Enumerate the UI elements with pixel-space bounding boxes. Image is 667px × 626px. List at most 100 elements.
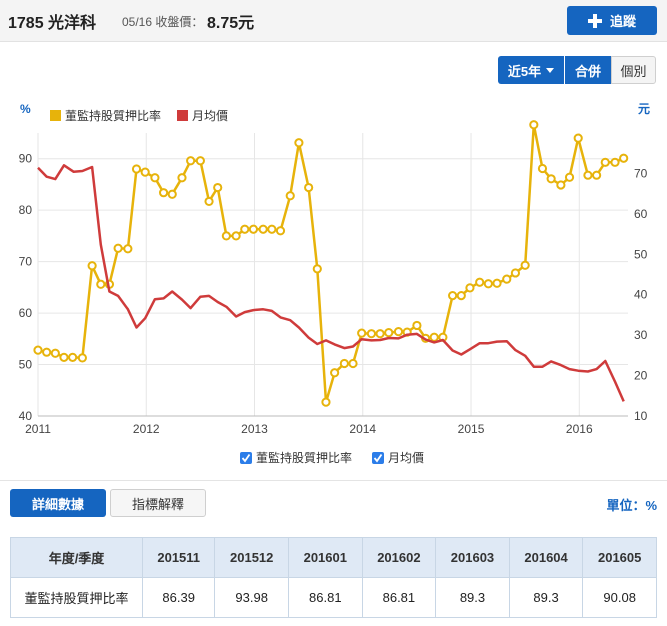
y-tick-label-right: 70 [634,166,648,180]
data-point [140,167,150,177]
check-icon [241,453,251,463]
combined-toggle[interactable]: 合併 [565,56,611,84]
indicator-explanation-label: 指標解釋 [131,496,184,512]
y-tick-label-left: 40 [19,409,33,423]
data-point [248,224,259,234]
individual-toggle[interactable]: 個別 [611,56,656,84]
legend-toggle-monthly-price[interactable]: 月均價 [372,451,424,465]
table-header-row: 年度/季度 201511 201512 201601 201602 201603… [10,537,657,578]
series-line-monthly-price [37,164,625,402]
data-point [150,173,160,183]
y-tick-label-right: 60 [634,207,648,221]
data-point [195,156,205,166]
data-point [573,133,583,143]
data-point [258,224,268,234]
x-tick-label: 2013 [241,422,268,436]
data-point [556,180,566,190]
y-tick-label-right: 10 [634,409,648,423]
data-point [448,290,458,301]
unit-label: 單位：% [606,498,657,513]
data-point [167,189,177,199]
y-tick-label-left: 50 [19,358,33,372]
data-point [68,352,78,362]
y-tick-label-left: 90 [19,152,33,166]
y-tick-label-left: 60 [19,306,33,320]
header-bar: 1785 光洋科 05/16 收盤價： 8.75元 追蹤 [0,0,667,42]
data-point [339,358,349,369]
data-point [375,329,385,339]
x-tick-label: 2016 [566,422,593,436]
legend-label: 月均價 [192,109,228,123]
data-point [510,268,521,278]
y-axis-unit-right: 元 [638,102,650,116]
data-point [77,353,87,363]
data-point [456,290,466,301]
indicator-explanation-button[interactable]: 指標解釋 [110,489,206,517]
table-col-period: 201604 [508,537,584,578]
data-point [312,264,322,274]
track-button[interactable]: 追蹤 [567,6,657,35]
check-icon [373,453,383,463]
data-point [465,283,475,293]
data-point [304,182,314,193]
series-line-pledge-ratio [37,123,625,404]
data-point [321,397,331,407]
table-col-period: 201601 [288,537,363,578]
x-tick-label: 2011 [25,422,51,436]
y-tick-label-left: 80 [19,203,33,217]
range-dropdown-label: 近5年 [507,63,542,79]
data-point [123,244,133,254]
data-point [600,157,610,167]
y-tick-label-right: 20 [634,369,648,383]
data-point [492,278,502,288]
table-cell: 90.08 [582,577,657,618]
data-point [610,157,620,167]
track-button-label: 追蹤 [609,14,636,29]
data-point [267,224,277,234]
data-point [592,170,602,180]
data-point [59,352,69,362]
detail-data-label: 詳細數據 [31,496,84,512]
data-point [520,260,530,270]
data-point [483,279,493,289]
data-point [33,345,43,355]
detail-data-button[interactable]: 詳細數據 [10,489,106,517]
data-point [204,196,214,207]
data-point [564,172,575,182]
y-axis-unit-left: % [20,102,31,116]
individual-toggle-label: 個別 [620,63,647,79]
close-price-label: 05/16 收盤價： [122,15,204,29]
legend-bottom-label: 月均價 [388,451,424,465]
data-point [285,191,295,201]
stock-title: 1785 光洋科 [8,15,97,32]
table-cell: 86.39 [141,577,216,618]
data-point [619,153,629,163]
legend-toggle-pledge-ratio[interactable]: 董監持股質押比率 [240,450,352,465]
data-point [113,243,123,253]
table-cell: 86.81 [361,577,437,618]
data-point [213,182,223,193]
legend-label: 董監持股質押比率 [65,108,161,123]
caret-down-icon [546,67,555,73]
y-tick-label-right: 50 [634,247,648,261]
data-point [502,274,512,284]
data-point [96,279,106,289]
table-col-period: 201603 [435,537,510,578]
table-cell: 93.98 [214,577,289,618]
table-row-label: 董監持股質押比率 [10,577,143,618]
y-tick-label-left: 70 [19,255,33,269]
table-col-period: 201602 [361,537,437,578]
data-point [158,188,169,198]
x-tick-label: 2014 [349,422,376,436]
data-point [384,328,394,338]
data-point [357,328,367,338]
table-header-label: 年度/季度 [10,537,143,578]
plus-icon [587,13,602,28]
data-point [475,277,485,287]
range-dropdown[interactable]: 近5年 [498,56,564,84]
combined-toggle-label: 合併 [574,63,601,79]
divider [0,480,667,481]
table-cell: 89.3 [435,577,510,618]
legend-swatch [50,110,61,121]
data-point [537,163,548,174]
